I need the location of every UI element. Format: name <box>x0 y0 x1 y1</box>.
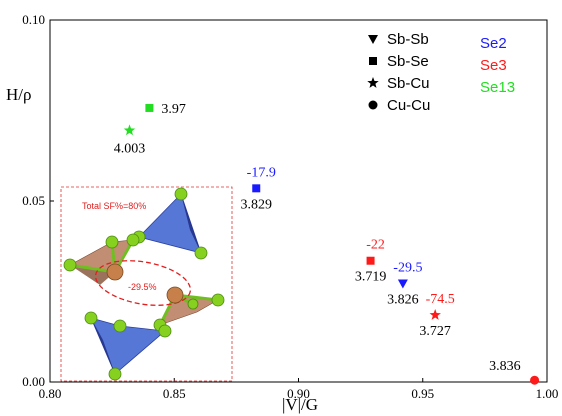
point-value-label: -29.5 <box>393 261 422 276</box>
legend-marker <box>368 35 378 44</box>
point-label: 3.97 <box>161 102 186 117</box>
legend: Sb-Sb Sb-Se Sb-Cu Cu-Cu Se2 Se3 Se13 <box>367 31 515 114</box>
inset-frame <box>60 186 233 382</box>
y-tick-label: 0.00 <box>22 374 45 389</box>
legend-marker <box>369 57 377 65</box>
data-point <box>429 309 441 320</box>
point-value-label: -17.9 <box>247 165 276 180</box>
legend-marker <box>368 100 378 110</box>
x-axis-label: |V|/G <box>282 395 318 414</box>
x-tick-label: 0.90 <box>287 386 310 401</box>
inset-tetrahedron-bottom-face <box>91 318 115 374</box>
x-tick-label: 0.95 <box>411 386 434 401</box>
x-axis-ticks: 0.80 0.85 0.90 0.95 1.00 <box>39 378 559 401</box>
legend-label: Sb-Cu <box>387 75 430 92</box>
point-label: 3.727 <box>419 324 451 339</box>
y-axis-ticks: 0.00 0.05 0.10 <box>22 12 54 389</box>
point-label: 3.829 <box>241 197 273 212</box>
y-tick-label: 0.10 <box>22 12 45 27</box>
point-label: 3.719 <box>355 270 387 285</box>
legend-color-label: Se3 <box>480 57 507 74</box>
data-point <box>530 375 540 385</box>
point-label: 4.003 <box>114 141 146 156</box>
x-tick-label: 0.85 <box>163 386 186 401</box>
inset-annotation: -29.5% <box>128 282 157 292</box>
inset-green-atoms <box>63 187 225 381</box>
point-value-label: -74.5 <box>426 292 455 307</box>
legend-label: Sb-Sb <box>387 31 429 48</box>
legend-label: Cu-Cu <box>387 97 430 114</box>
data-point <box>366 256 375 265</box>
legend-color-label: Se2 <box>480 35 507 52</box>
data-point <box>397 279 408 289</box>
inset-title: Total SF%=80% <box>82 201 146 211</box>
x-tick-label: 1.00 <box>536 386 559 401</box>
data-point <box>123 124 136 136</box>
inset-tetrahedron-brown-top-face <box>70 265 115 285</box>
inset-tetrahedron-top-face <box>181 194 201 253</box>
point-value-label: -22 <box>366 238 385 253</box>
point-label: 3.836 <box>489 359 521 374</box>
data-points: 4.003 3.97 3.829 -17.9 3.719 -22 3.826 -29.5 3.7… <box>114 102 540 385</box>
x-tick-label: 0.80 <box>39 386 62 401</box>
data-point <box>252 184 261 193</box>
y-axis-label: H/ρ <box>6 85 31 104</box>
inset-tetrahedron-top <box>138 193 202 254</box>
y-tick-label: 0.05 <box>22 193 45 208</box>
data-point <box>145 103 154 112</box>
inset-copper-atoms <box>106 263 184 304</box>
inset-structure: Total SF%=80% -29.5% <box>60 186 233 382</box>
inset-dashed-ellipse <box>94 260 192 306</box>
point-label: 3.826 <box>387 293 419 308</box>
legend-color-label: Se13 <box>480 79 515 96</box>
legend-marker <box>367 77 379 88</box>
legend-label: Sb-Se <box>387 53 429 70</box>
